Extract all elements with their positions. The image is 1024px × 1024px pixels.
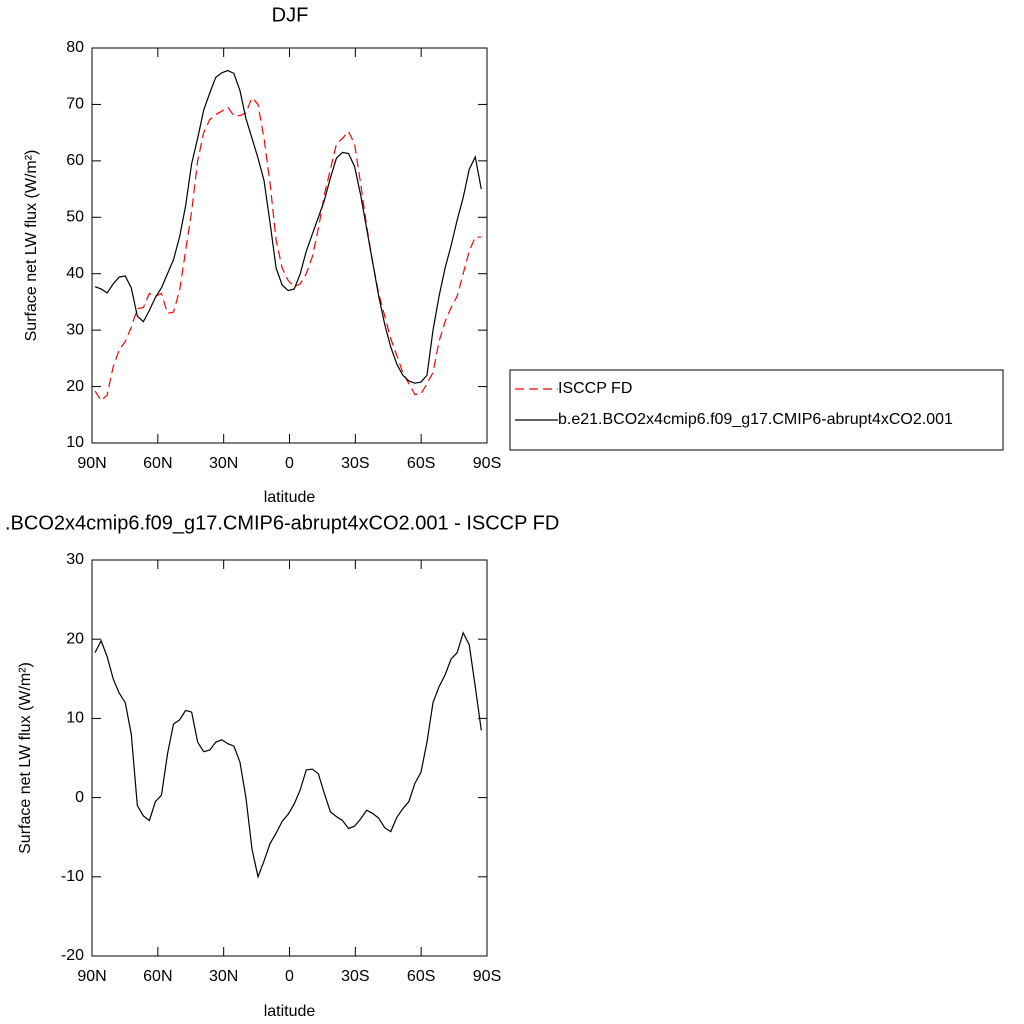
y-tick-label: 70 (66, 96, 84, 113)
y-tick-label: 10 (66, 434, 84, 451)
y-tick-label: 80 (66, 39, 84, 56)
chart-title: .BCO2x4cmip6.f09_g17.CMIP6-abrupt4xCO2.0… (5, 512, 559, 534)
x-tick-label: 60S (407, 455, 435, 472)
plot-frame (91, 47, 488, 444)
x-tick-label: 90S (473, 455, 501, 472)
y-axis-label: Surface net LW flux (W/m²) (23, 150, 40, 342)
data-line (94, 96, 482, 402)
y-tick-label: 20 (66, 630, 84, 647)
legend-label: b.e21.BCO2x4cmip6.f09_g17.CMIP6-abrupt4x… (558, 411, 953, 428)
y-tick-label: -20 (61, 947, 84, 964)
x-tick-label: 90N (77, 455, 106, 472)
y-tick-label: 50 (66, 209, 84, 226)
x-axis-label: latitude (264, 489, 316, 506)
x-tick-label: 60S (407, 968, 435, 985)
x-tick-label: 90N (77, 968, 106, 985)
y-tick-label: -10 (61, 868, 84, 885)
legend-label: ISCCP FD (558, 380, 632, 397)
y-tick-label: 20 (66, 378, 84, 395)
x-axis-label: latitude (264, 1003, 316, 1020)
legend-box (509, 369, 1004, 451)
y-tick-label: 10 (66, 710, 84, 727)
data-line (94, 69, 482, 384)
x-tick-label: 30S (341, 968, 369, 985)
x-tick-label: 60N (143, 968, 172, 985)
y-tick-label: 0 (75, 789, 84, 806)
x-tick-label: 0 (285, 455, 294, 472)
x-tick-label: 60N (143, 455, 172, 472)
x-tick-label: 30S (341, 455, 369, 472)
data-line (94, 631, 482, 879)
y-axis-label: Surface net LW flux (W/m²) (17, 662, 34, 854)
plot-frame (91, 559, 488, 957)
y-tick-label: 30 (66, 551, 84, 568)
chart-title: DJF (272, 4, 309, 26)
y-tick-label: 60 (66, 152, 84, 169)
x-tick-label: 90S (473, 968, 501, 985)
x-tick-label: 0 (285, 968, 294, 985)
x-tick-label: 30N (209, 968, 238, 985)
x-tick-label: 30N (209, 455, 238, 472)
y-tick-label: 30 (66, 321, 84, 338)
y-tick-label: 40 (66, 265, 84, 282)
